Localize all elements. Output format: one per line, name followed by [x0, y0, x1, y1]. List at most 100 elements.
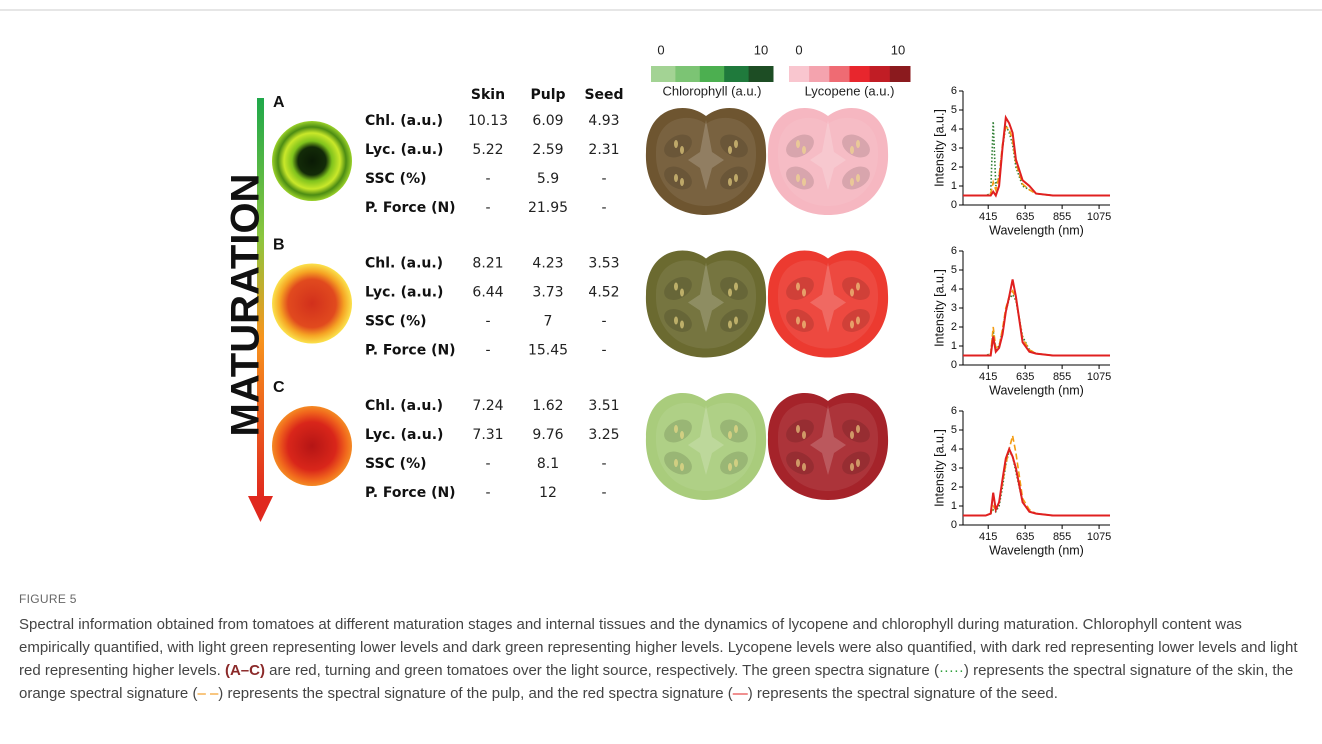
cell-value: 6.09	[532, 113, 563, 129]
slice-seed	[680, 321, 684, 329]
scale-swatch	[675, 66, 700, 82]
row-label: Lyc. (a.u.)	[365, 142, 443, 158]
cell-value: 21.95	[528, 200, 568, 216]
tomato-photo	[272, 406, 352, 486]
scale-max: 10	[754, 42, 768, 57]
figure-caption: Spectral information obtained from tomat…	[19, 613, 1309, 705]
cell-value: 8.1	[537, 456, 559, 472]
slice-seed	[856, 283, 860, 291]
slice-seed	[796, 317, 800, 325]
slice-seed	[680, 431, 684, 439]
slice-seed	[728, 463, 732, 471]
scale-swatch	[724, 66, 749, 82]
cell-value: -	[601, 343, 606, 359]
caption-run: (A–C)	[225, 662, 265, 679]
x-tick-label: 1075	[1087, 371, 1111, 383]
x-axis-label: Wavelength (nm)	[989, 383, 1084, 397]
x-tick-label: 415	[979, 531, 997, 543]
slice-seed	[796, 459, 800, 467]
scale-swatch	[700, 66, 725, 82]
slice-seed	[802, 463, 806, 471]
spectrum-line	[963, 291, 1110, 356]
slice-seed	[674, 317, 678, 325]
scale-swatch	[870, 66, 891, 82]
y-tick-label: 0	[951, 199, 957, 211]
scale-min: 0	[657, 42, 664, 57]
spectrum-line	[963, 295, 1110, 356]
x-tick-label: 635	[1016, 211, 1034, 223]
cell-value: 1.62	[532, 398, 563, 414]
chlorophyll-slice	[646, 108, 766, 215]
slice-seed	[856, 425, 860, 433]
x-tick-label: 415	[979, 371, 997, 383]
cell-value: -	[601, 200, 606, 216]
stage-label: B	[273, 237, 285, 254]
slice-seed	[674, 174, 678, 182]
slice-seed	[680, 178, 684, 186]
y-tick-label: 6	[951, 405, 957, 417]
slice-seed	[856, 317, 860, 325]
scale-max: 10	[891, 42, 905, 57]
slice-seed	[856, 174, 860, 182]
cell-value: 4.93	[588, 113, 619, 129]
cell-value: -	[601, 314, 606, 330]
row-label: SSC (%)	[365, 456, 427, 472]
cell-value: -	[485, 314, 490, 330]
chlorophyll-slice	[646, 393, 766, 500]
cell-value: -	[601, 171, 606, 187]
spectrum-line	[963, 451, 1110, 516]
slice-seed	[802, 431, 806, 439]
cell-value: 3.53	[588, 256, 619, 272]
row-label: P. Force (N)	[365, 200, 456, 216]
slice-seed	[728, 178, 732, 186]
y-tick-label: 0	[951, 359, 957, 371]
row-label: SSC (%)	[365, 171, 427, 187]
cell-value: -	[601, 485, 606, 501]
slice-seed	[850, 178, 854, 186]
cell-value: -	[601, 456, 606, 472]
cell-value: 2.59	[532, 142, 563, 158]
row-label: Chl. (a.u.)	[365, 398, 443, 414]
cell-value: 4.52	[588, 285, 619, 301]
row-label: P. Force (N)	[365, 343, 456, 359]
slice-seed	[796, 140, 800, 148]
slice-seed	[802, 289, 806, 297]
y-tick-label: 1	[951, 340, 957, 352]
caption-run: —	[733, 685, 748, 702]
row-label: Lyc. (a.u.)	[365, 285, 443, 301]
cell-value: 8.21	[472, 256, 503, 272]
slice-seed	[680, 146, 684, 154]
x-tick-label: 855	[1053, 211, 1071, 223]
scale-swatch	[789, 66, 810, 82]
cell-value: 6.44	[472, 285, 503, 301]
cell-value: -	[485, 171, 490, 187]
spectrum-line	[963, 127, 1110, 195]
caption-run: – –	[197, 685, 218, 702]
slice-seed	[850, 289, 854, 297]
spectrum-line	[963, 436, 1110, 516]
cell-value: -	[485, 485, 490, 501]
spectrum-line	[963, 280, 1110, 356]
x-tick-label: 415	[979, 211, 997, 223]
slice-seed	[734, 459, 738, 467]
slice-seed	[796, 425, 800, 433]
slice-seed	[728, 321, 732, 329]
row-label: SSC (%)	[365, 314, 427, 330]
slice-seed	[680, 289, 684, 297]
lycopene-slice	[768, 108, 888, 215]
scale-label: Chlorophyll (a.u.)	[663, 83, 762, 98]
x-tick-label: 635	[1016, 371, 1034, 383]
slice-seed	[728, 146, 732, 154]
row-label: Chl. (a.u.)	[365, 113, 443, 129]
slice-seed	[796, 283, 800, 291]
y-tick-label: 1	[951, 500, 957, 512]
cell-value: 12	[539, 485, 557, 501]
caption-run: ) represents the spectral signature of t…	[218, 685, 732, 702]
scale-label: Lycopene (a.u.)	[805, 83, 895, 98]
slice-seed	[674, 283, 678, 291]
y-tick-label: 1	[951, 180, 957, 192]
row-label: Lyc. (a.u.)	[365, 427, 443, 443]
slice-seed	[850, 431, 854, 439]
y-tick-label: 4	[951, 443, 957, 455]
